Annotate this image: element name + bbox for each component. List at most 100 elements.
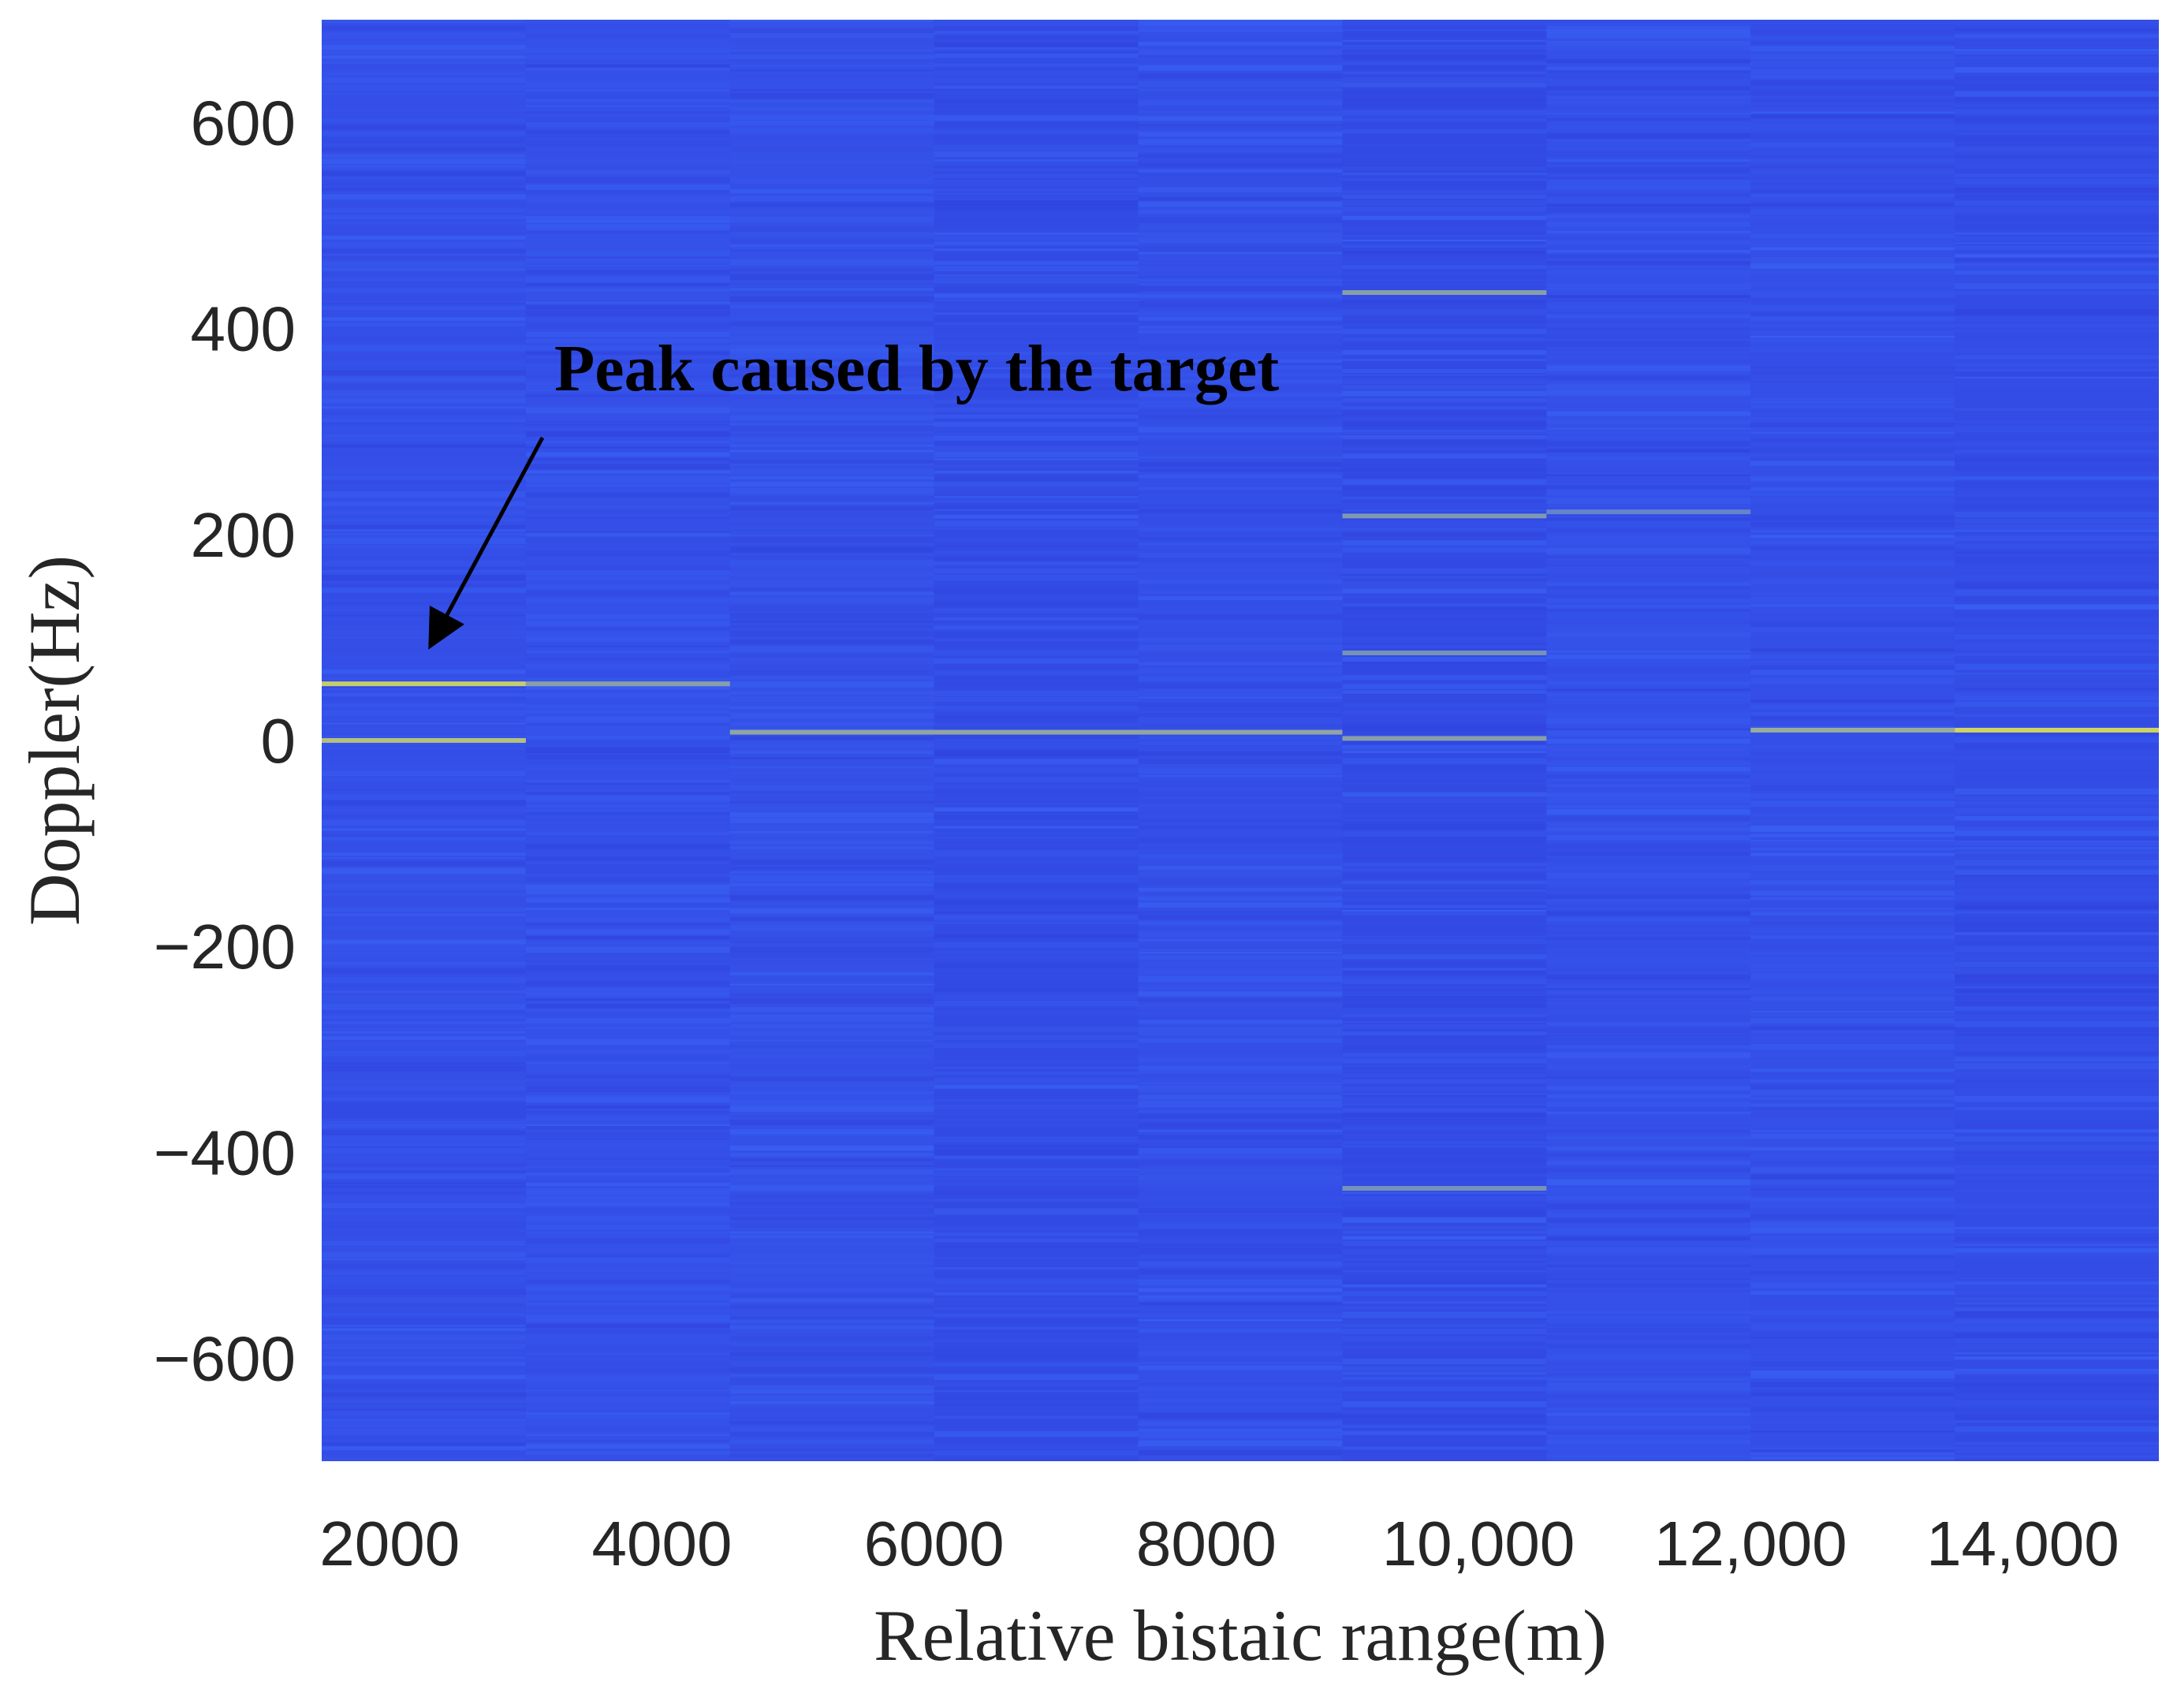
noise-streak — [1750, 1122, 1955, 1127]
noise-streak — [322, 154, 526, 158]
noise-streak — [322, 778, 526, 781]
noise-streak — [525, 613, 730, 620]
noise-streak — [934, 70, 1139, 76]
noise-streak — [1955, 714, 2159, 717]
noise-streak — [1546, 498, 1751, 504]
noise-streak — [1138, 1333, 1343, 1338]
noise-streak — [1138, 1288, 1343, 1292]
noise-streak — [1955, 518, 2159, 524]
noise-streak — [1342, 1415, 1547, 1418]
noise-streak — [934, 528, 1139, 530]
noise-streak — [1546, 26, 1751, 28]
noise-streak — [1342, 497, 1547, 500]
noise-streak — [934, 1303, 1139, 1306]
noise-streak — [322, 317, 526, 321]
noise-streak — [525, 1383, 730, 1386]
noise-streak — [934, 369, 1139, 372]
noise-streak — [1546, 1003, 1751, 1010]
noise-streak — [729, 1091, 934, 1094]
noise-streak — [1750, 331, 1955, 334]
noise-streak — [1138, 352, 1343, 357]
noise-streak — [1342, 1344, 1547, 1350]
noise-streak — [1342, 329, 1547, 334]
noise-streak — [1138, 568, 1343, 572]
noise-streak — [1955, 304, 2159, 308]
noise-streak — [729, 605, 934, 611]
noise-streak — [934, 327, 1139, 330]
noise-streak — [525, 779, 730, 783]
noise-streak — [1342, 750, 1547, 754]
noise-streak — [525, 165, 730, 170]
noise-streak — [934, 1172, 1139, 1177]
noise-streak — [1138, 311, 1343, 316]
noise-streak — [322, 25, 526, 31]
noise-streak — [322, 303, 526, 305]
noise-streak — [1546, 1136, 1751, 1139]
noise-streak — [1138, 169, 1343, 173]
noise-streak — [729, 216, 934, 222]
noise-streak — [1342, 968, 1547, 971]
noise-streak — [1546, 561, 1751, 564]
noise-streak — [1342, 385, 1547, 390]
noise-streak — [1750, 916, 1955, 921]
noise-streak — [729, 282, 934, 285]
noise-streak — [729, 978, 934, 982]
noise-streak — [1546, 1451, 1751, 1454]
noise-streak — [1955, 1177, 2159, 1180]
noise-streak — [1342, 684, 1547, 689]
noise-streak — [1750, 604, 1955, 607]
noise-streak — [525, 998, 730, 1001]
noise-streak — [322, 741, 526, 746]
noise-streak — [1955, 371, 2159, 376]
noise-streak — [1342, 300, 1547, 304]
noise-streak — [729, 274, 934, 281]
noise-streak — [525, 1421, 730, 1425]
noise-streak — [1955, 91, 2159, 97]
noise-streak — [1955, 827, 2159, 830]
noise-streak — [934, 1326, 1139, 1329]
noise-streak — [322, 1356, 526, 1359]
noise-streak — [1138, 627, 1343, 630]
noise-streak — [1138, 393, 1343, 397]
noise-streak — [322, 710, 526, 716]
noise-streak — [322, 1098, 526, 1101]
noise-streak — [1750, 446, 1955, 453]
noise-streak — [1750, 1318, 1955, 1322]
noise-streak — [1342, 1125, 1547, 1131]
noise-streak — [525, 1050, 730, 1054]
noise-streak — [1546, 330, 1751, 334]
noise-streak — [1955, 551, 2159, 554]
noise-streak — [1750, 1113, 1955, 1119]
noise-streak — [1546, 1191, 1751, 1195]
noise-streak — [322, 1027, 526, 1031]
noise-streak — [1750, 510, 1955, 516]
noise-streak — [1750, 942, 1955, 944]
noise-streak — [322, 1303, 526, 1306]
noise-streak — [729, 487, 934, 494]
noise-streak — [525, 1031, 730, 1038]
noise-streak — [1546, 826, 1751, 831]
noise-streak — [1342, 1013, 1547, 1017]
noise-streak — [322, 147, 526, 152]
noise-streak — [934, 261, 1139, 265]
noise-streak — [1342, 1097, 1547, 1102]
noise-streak — [934, 617, 1139, 621]
noise-streak — [729, 196, 934, 202]
noise-streak — [525, 637, 730, 643]
noise-streak — [525, 929, 730, 935]
noise-streak — [1138, 1279, 1343, 1286]
noise-streak — [1342, 435, 1547, 439]
noise-streak — [1342, 588, 1547, 594]
noise-streak — [322, 893, 526, 896]
noise-streak — [934, 415, 1139, 419]
noise-streak — [1138, 201, 1343, 207]
noise-streak — [1138, 751, 1343, 756]
noise-streak — [934, 994, 1139, 1000]
noise-streak — [729, 1014, 934, 1019]
noise-streak — [322, 925, 526, 931]
noise-streak — [934, 129, 1139, 134]
noise-streak — [322, 1325, 526, 1327]
noise-streak — [934, 1348, 1139, 1352]
noise-streak — [1955, 1080, 2159, 1083]
noise-streak — [1342, 669, 1547, 674]
